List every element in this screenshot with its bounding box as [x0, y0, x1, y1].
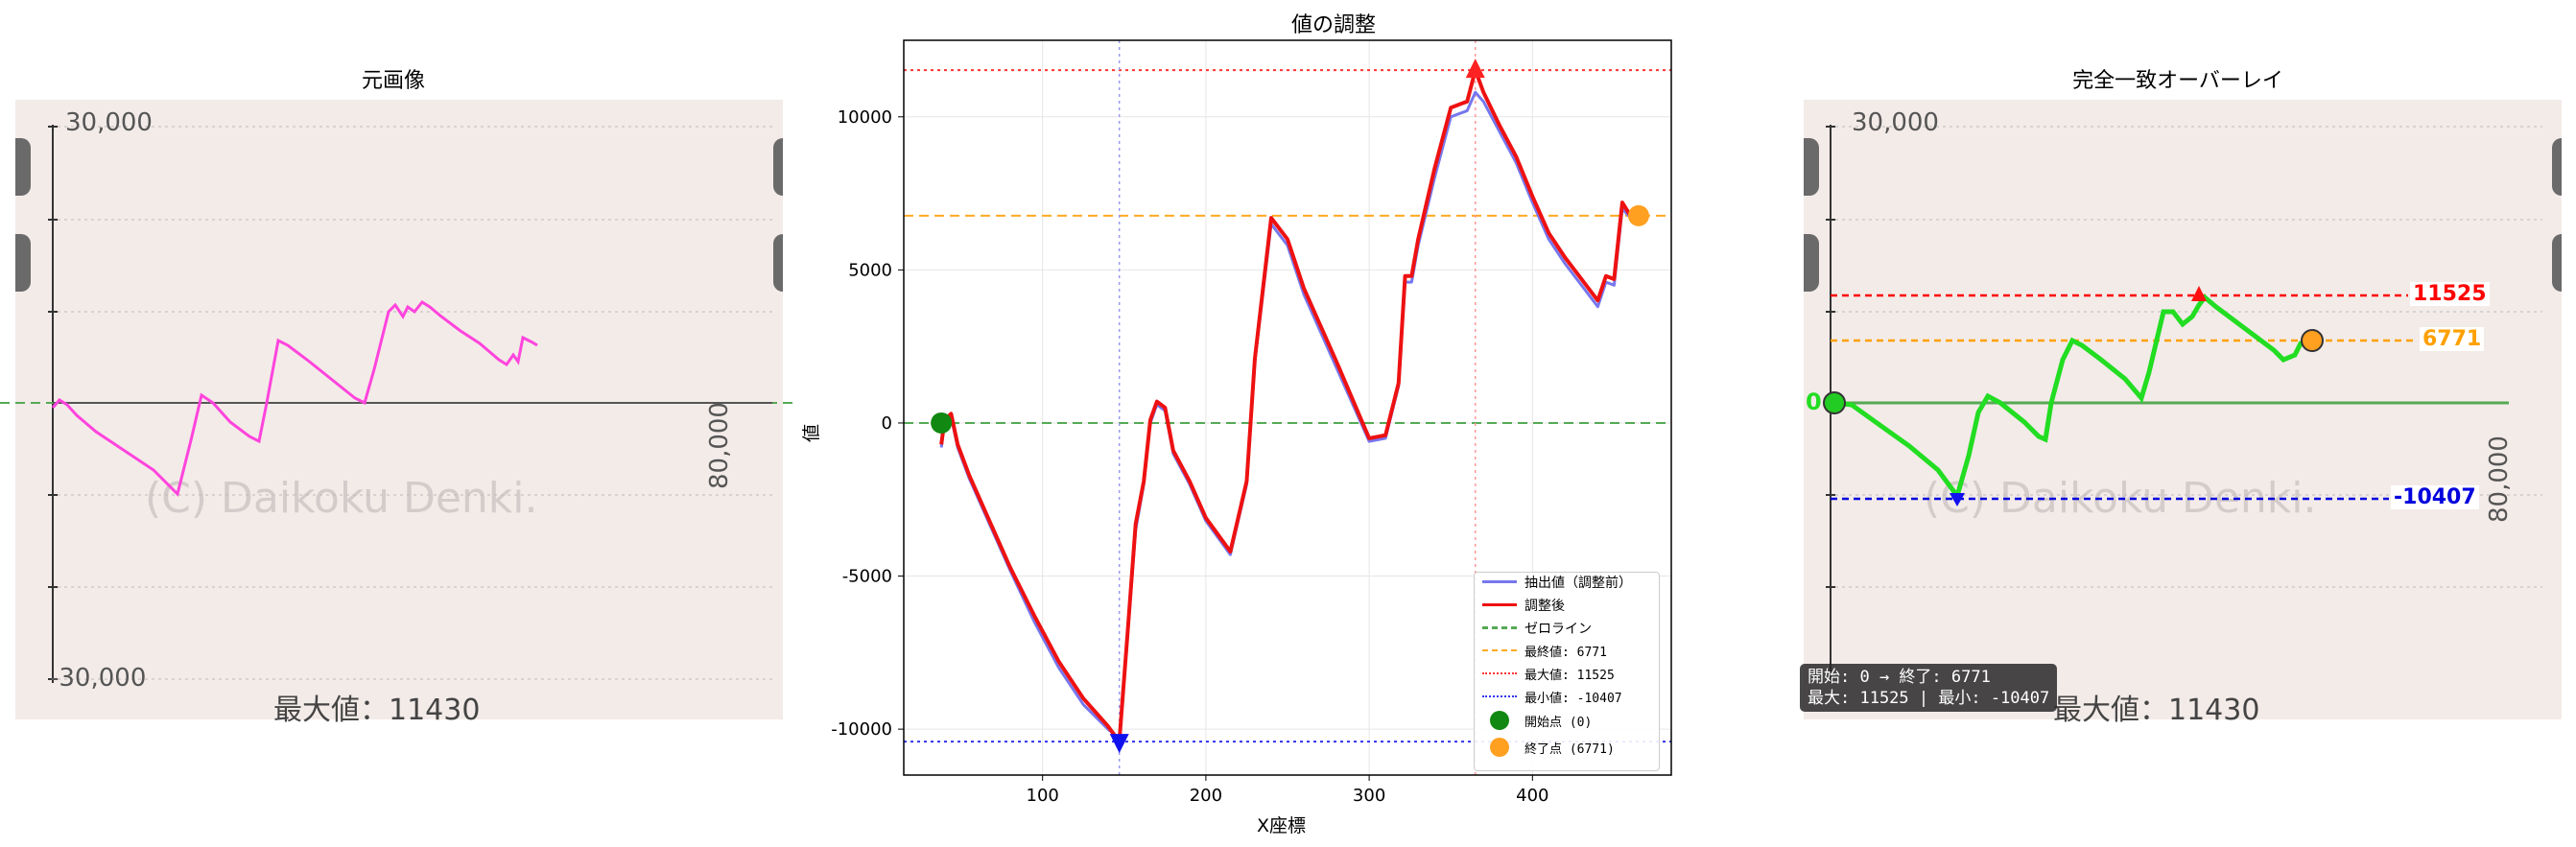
overlay-final-label: 6771 — [2420, 327, 2485, 351]
left-edge-tab — [15, 138, 31, 196]
legend-start: 開始点 (0) — [1524, 716, 1593, 730]
y-tick-label: -10000 — [831, 719, 892, 740]
info-line-1: 開始: 0 → 終了: 6771 — [1808, 668, 1991, 687]
watermark: (C) Daikoku Denki. — [1924, 474, 2317, 523]
right-edge-tab — [773, 234, 783, 292]
right-panel-title: 完全一致オーバーレイ — [2072, 69, 2283, 93]
right-edge-tab — [2552, 138, 2562, 196]
info-line-2: 最大: 11525 | 最小: -10407 — [1808, 689, 2050, 708]
min-marker — [1109, 734, 1129, 754]
overlay-image: (C) Daikoku Denki. — [1804, 100, 2562, 719]
center-chart-title: 値の調整 — [1290, 13, 1376, 37]
right-axis-label: 80,000 — [2485, 435, 2514, 523]
y-bottom-label: -30,000 — [50, 664, 147, 693]
legend-series-before: 抽出値（調整前） — [1524, 576, 1632, 591]
y-top-label: 30,000 — [65, 108, 153, 137]
x-tick-label: 100 — [1027, 786, 1059, 806]
left-panel-title: 元画像 — [361, 69, 425, 93]
max-value-text: 最大値：11430 — [2053, 694, 2260, 727]
max-marker — [1465, 59, 1485, 79]
x-tick-label: 200 — [1190, 786, 1222, 806]
y-tick-label: -5000 — [842, 567, 892, 587]
legend-end: 終了点 (6771) — [1524, 742, 1615, 757]
plot-frame — [903, 39, 1672, 776]
y-tick-label: 10000 — [838, 107, 892, 128]
legend-max: 最大値: 11525 — [1524, 669, 1615, 683]
left-edge-tab — [1804, 138, 1819, 196]
overlay-info-box: 開始: 0 → 終了: 6771 最大: 11525 | 最小: -10407 — [1800, 664, 2058, 712]
max-value-text: 最大値：11430 — [273, 694, 481, 727]
legend-min: 最小値: -10407 — [1524, 692, 1622, 706]
start-marker — [931, 412, 953, 434]
right-edge-tab — [773, 138, 783, 196]
y-tick-label: 5000 — [848, 260, 892, 280]
overlay-min-label: -10407 — [2391, 485, 2479, 509]
overlay-max-label: 11525 — [2410, 282, 2490, 306]
right-edge-tab — [2552, 234, 2562, 292]
legend-final: 最終値: 6771 — [1524, 646, 1607, 660]
x-tick-label: 400 — [1516, 786, 1548, 806]
y-top-label: 30,000 — [1852, 108, 1939, 137]
legend-series-after: 調整後 — [1524, 599, 1565, 614]
legend-zero: ゼロライン — [1524, 622, 1592, 637]
end-marker — [1627, 204, 1649, 226]
overlay-zero-label: 0 — [1806, 388, 1822, 415]
x-axis-label: X座標 — [1257, 815, 1307, 836]
left-edge-tab — [15, 234, 31, 292]
left-edge-tab — [1804, 234, 1819, 292]
y-axis-label: 値 — [801, 423, 823, 443]
y-tick-label: 0 — [882, 413, 892, 434]
series-after-line — [939, 68, 1633, 744]
legend: 抽出値（調整前） 調整後 ゼロライン 最終値: 6771 最大値: 11525 … — [1474, 572, 1660, 771]
x-tick-label: 300 — [1353, 786, 1385, 806]
